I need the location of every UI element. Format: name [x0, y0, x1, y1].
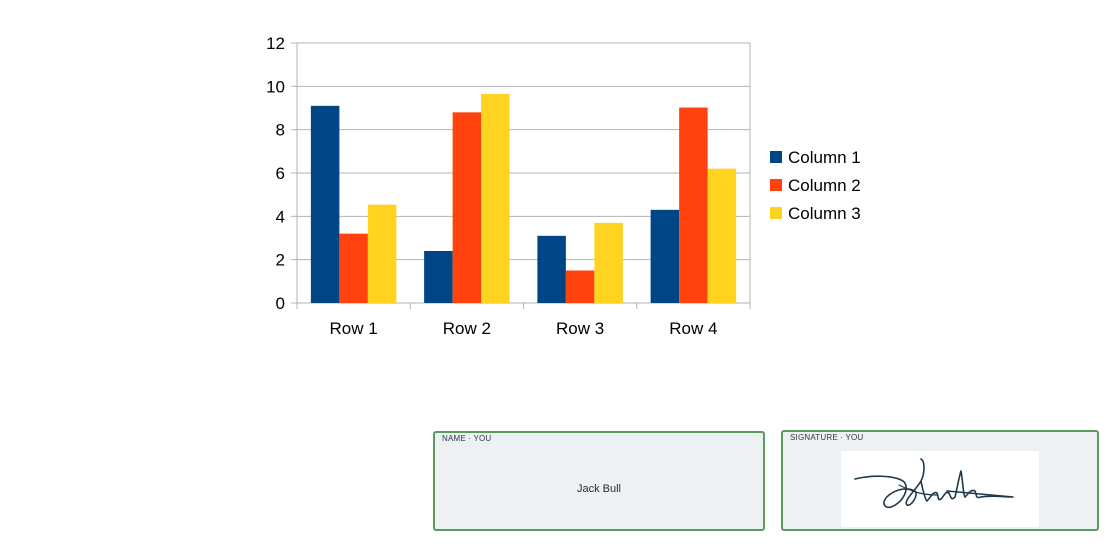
bar-row-4-column-2 [679, 107, 708, 303]
y-tick-label: 12 [266, 34, 285, 53]
bar-row-2-column-2 [452, 112, 482, 303]
legend-swatch [770, 179, 782, 191]
legend-swatch [770, 151, 782, 163]
legend-label: Column 3 [788, 204, 861, 223]
x-tick-label: Row 4 [669, 319, 717, 338]
y-tick-label: 4 [276, 207, 285, 226]
y-tick-label: 10 [266, 77, 285, 96]
bar-chart: 0 2 4 6 8 10 12 Row 1 Row 2 Row 3 Row 4 Column 1 Col… [266, 34, 861, 338]
x-tick-label: Row 2 [443, 319, 491, 338]
y-tick-label: 0 [276, 294, 285, 313]
name-field[interactable]: NAME · YOU Jack Bull [433, 431, 765, 531]
signature-image [841, 451, 1039, 527]
bar-row-4-column-1 [650, 209, 680, 303]
legend-label: Column 1 [788, 148, 861, 167]
bar-row-3-column-3 [594, 222, 623, 303]
name-field-value: Jack Bull [576, 483, 622, 495]
x-tick-label: Row 3 [556, 319, 604, 338]
bar-row-1-column-2 [339, 233, 368, 303]
y-tick-label: 2 [276, 251, 285, 270]
bar-row-2-column-3 [481, 93, 510, 304]
bar-row-2-column-1 [424, 251, 453, 303]
bar-row-4-column-3 [707, 168, 737, 303]
legend-label: Column 2 [788, 176, 861, 195]
y-tick-label: 8 [276, 121, 285, 140]
y-tick-label: 6 [276, 164, 285, 183]
signature-scribble [854, 458, 1014, 509]
signature-field[interactable]: SIGNATURE · YOU [781, 430, 1099, 531]
bar-row-1-column-1 [310, 105, 340, 303]
x-tick-label: Row 1 [330, 319, 378, 338]
signature-field-label: SIGNATURE · YOU [790, 433, 864, 442]
bar-row-3-column-1 [537, 235, 566, 303]
name-field-label: NAME · YOU [442, 434, 492, 443]
bar-row-3-column-2 [565, 270, 595, 303]
legend-swatch [770, 207, 782, 219]
bar-row-1-column-3 [367, 204, 397, 303]
